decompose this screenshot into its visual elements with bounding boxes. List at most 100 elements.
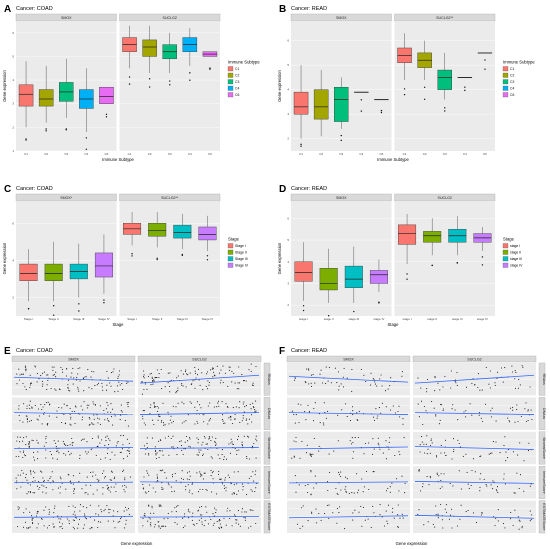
scatter-point xyxy=(295,436,297,438)
scatter-point xyxy=(340,383,342,385)
scatter-point xyxy=(440,473,442,475)
scatter-point xyxy=(87,451,89,453)
scatter-point xyxy=(52,369,54,371)
scatter-point xyxy=(328,366,330,368)
scatter-point xyxy=(50,476,52,478)
scatter-point xyxy=(42,491,44,493)
trend-line xyxy=(414,412,535,415)
legend-label: C4 xyxy=(235,87,239,91)
scatter-point xyxy=(207,423,209,425)
scatter-point xyxy=(96,489,98,491)
row-strip xyxy=(538,466,546,499)
scatter-point xyxy=(436,472,438,474)
scatter-point xyxy=(444,375,446,378)
scatter-point xyxy=(242,489,244,491)
scatter-point xyxy=(215,443,217,445)
scatter-point xyxy=(171,511,173,513)
scatter-point xyxy=(151,507,153,509)
scatter-point xyxy=(182,373,184,375)
scatter-point xyxy=(514,492,516,494)
scatter-point xyxy=(23,450,25,452)
scatter-point xyxy=(124,479,126,481)
scatter-point xyxy=(37,458,39,460)
scatter-point xyxy=(212,368,214,370)
scatter-point xyxy=(255,365,257,368)
scatter-point xyxy=(440,403,442,405)
scatter-point xyxy=(72,483,74,485)
scatter-point xyxy=(42,406,44,408)
scatter-point xyxy=(43,509,45,511)
scatter-point xyxy=(26,407,28,410)
box-stage IV xyxy=(473,227,492,266)
scatter-point xyxy=(154,524,156,526)
scatter-point xyxy=(385,490,388,492)
scatter-point xyxy=(401,475,403,477)
scatter-point xyxy=(494,382,496,384)
scatter-point xyxy=(141,393,143,395)
outlier-point xyxy=(52,314,55,316)
scatter-point xyxy=(151,419,154,421)
legend-swatch xyxy=(502,79,509,85)
scatter-point xyxy=(114,391,116,393)
scatter-point xyxy=(243,435,245,437)
scatter-point xyxy=(74,506,76,508)
scatter-point xyxy=(529,386,531,388)
scatter-point xyxy=(209,369,212,371)
outlier-point xyxy=(340,139,342,142)
scatter-point xyxy=(67,445,69,447)
scatter-point xyxy=(479,486,481,488)
scatter-point xyxy=(202,453,204,455)
scatter-point xyxy=(15,477,17,479)
scatter-point xyxy=(417,513,419,515)
scatter-point xyxy=(59,526,61,528)
scatter-point xyxy=(372,438,374,440)
scatter-point xyxy=(36,381,38,383)
scatter-point xyxy=(120,451,122,453)
scatter-point xyxy=(513,492,515,494)
scatter-point xyxy=(25,444,27,446)
facet-panel xyxy=(291,201,392,316)
scatter-point xyxy=(362,506,365,509)
scatter-point xyxy=(67,379,70,381)
scatter-point xyxy=(508,420,510,422)
scatter-point xyxy=(505,460,507,462)
scatter-point xyxy=(38,378,40,380)
scatter-point xyxy=(422,423,424,426)
scatter-point xyxy=(386,520,388,522)
outlier-point xyxy=(156,257,158,260)
scatter-point xyxy=(193,524,195,526)
scatter-point xyxy=(112,371,114,373)
scatter-point xyxy=(466,471,468,473)
scatter-point xyxy=(22,440,24,442)
scatter-point xyxy=(293,455,295,457)
scatter-point xyxy=(358,410,360,412)
scatter-point xyxy=(28,442,30,445)
scatter-point xyxy=(351,492,353,494)
scatter-point xyxy=(456,384,458,386)
scatter-point xyxy=(25,389,27,391)
scatter-point xyxy=(57,440,59,442)
scatter-point xyxy=(143,476,145,478)
scatter-point xyxy=(197,422,199,424)
scatter-point xyxy=(436,473,438,475)
box-body xyxy=(437,69,452,90)
scatter-point xyxy=(307,520,309,522)
scatter-point xyxy=(399,454,401,456)
scatter-point xyxy=(512,406,514,408)
scatter-point xyxy=(177,505,179,507)
scatter-point xyxy=(255,410,257,412)
scatter-point xyxy=(152,383,154,385)
scatter-point xyxy=(105,436,107,438)
scatter-point xyxy=(98,479,100,481)
box-C2 xyxy=(142,25,157,88)
scatter-point xyxy=(244,511,246,513)
scatter-point xyxy=(231,525,233,527)
scatter-point xyxy=(158,456,160,458)
scatter-point xyxy=(525,420,527,423)
scatter-point xyxy=(503,473,505,475)
scatter-point xyxy=(113,520,115,522)
scatter-point xyxy=(53,526,56,528)
scatter-point xyxy=(122,444,124,446)
scatter-point xyxy=(15,455,17,458)
